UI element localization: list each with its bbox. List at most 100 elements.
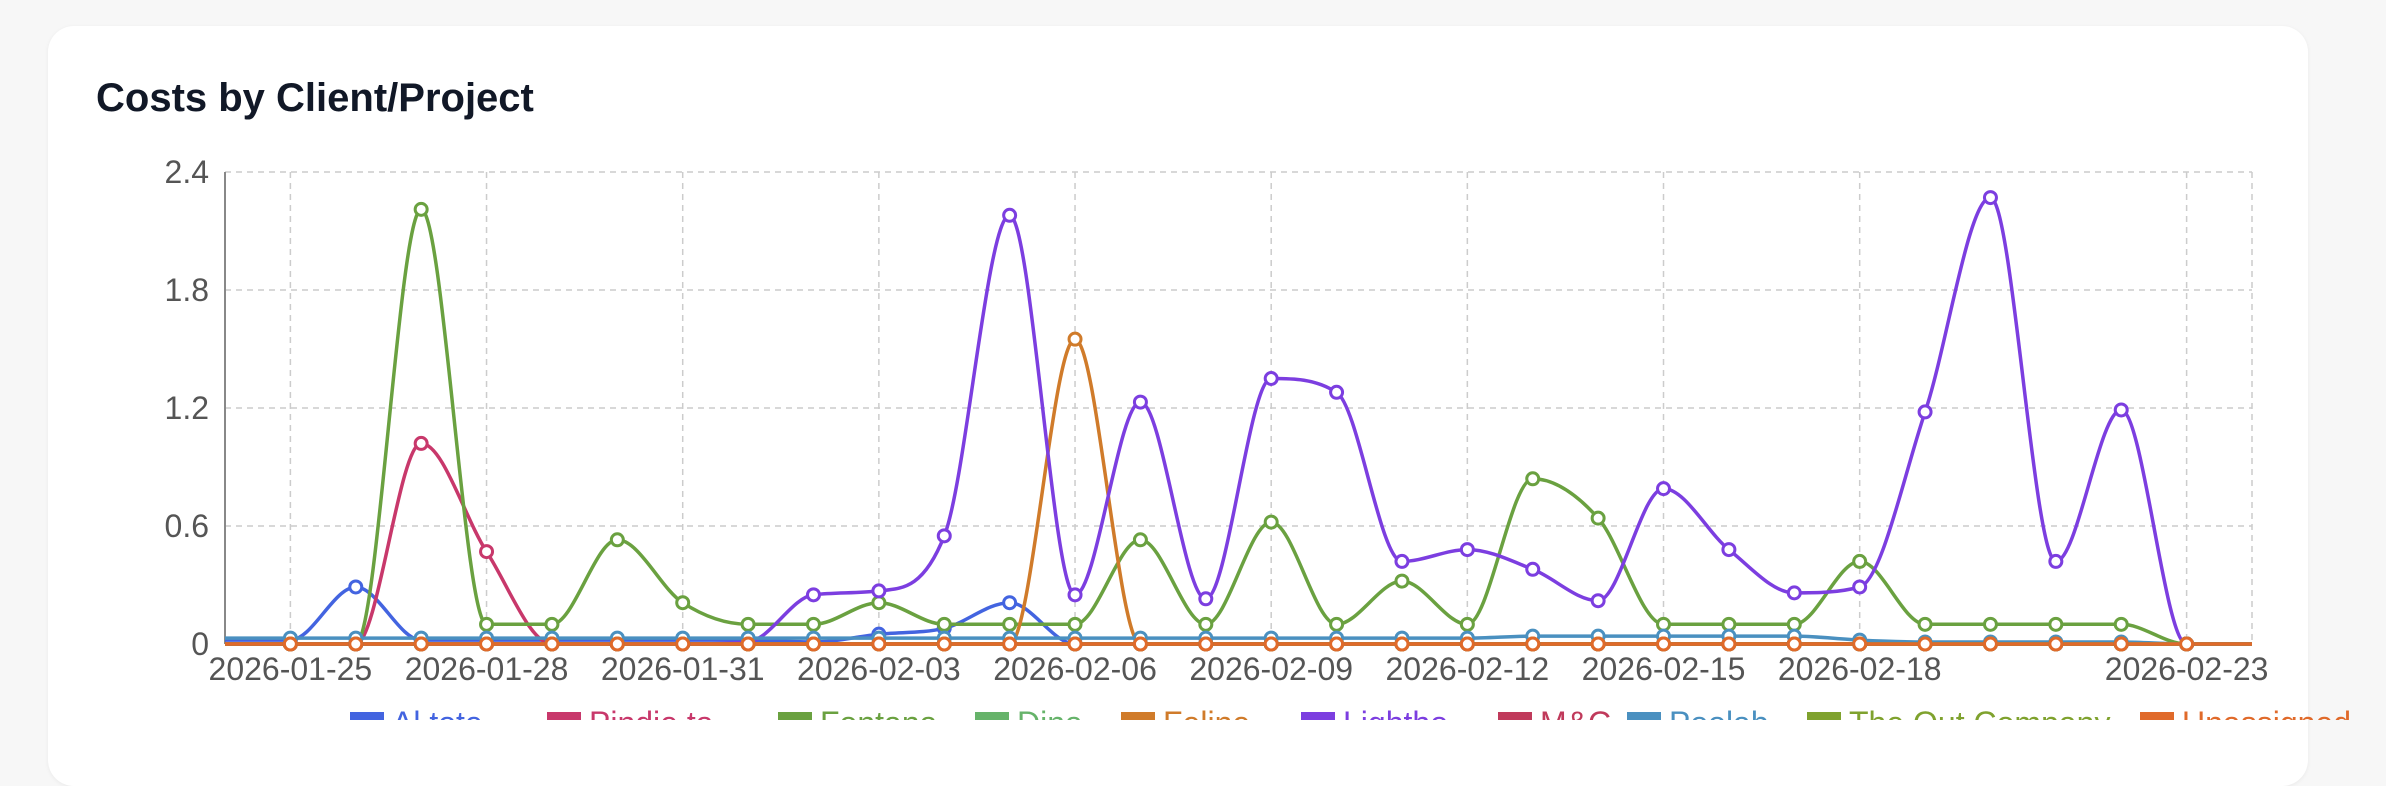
legend: Al tote Pindie ta Fontana Dina Feline Lightho… — [350, 705, 2351, 720]
legend-swatch — [350, 712, 384, 720]
data-point — [544, 636, 560, 652]
data-point — [805, 636, 821, 652]
data-point — [1786, 585, 1802, 601]
legend-swatch — [1807, 712, 1841, 720]
y-tick-label: 0 — [191, 626, 209, 662]
x-tick-label: 2026-01-28 — [405, 651, 569, 687]
data-point — [805, 587, 821, 603]
data-point — [1002, 636, 1018, 652]
data-point — [1982, 190, 1998, 206]
data-point — [1459, 542, 1475, 558]
data-point — [1982, 616, 1998, 632]
data-point — [1656, 481, 1672, 497]
data-point — [1525, 471, 1541, 487]
chart-card: Costs by Client/Project — [48, 26, 2308, 786]
series-line-0 — [224, 585, 2252, 646]
data-point — [609, 532, 625, 548]
legend-entry: Fontana — [820, 705, 938, 720]
x-tick-label: 2026-02-18 — [1778, 651, 1942, 687]
data-point — [413, 636, 429, 652]
data-point — [1721, 636, 1737, 652]
data-point — [479, 616, 495, 632]
data-point — [413, 201, 429, 217]
data-point — [413, 435, 429, 451]
legend-swatch — [1627, 712, 1661, 720]
data-point — [1786, 636, 1802, 652]
data-point — [1067, 616, 1083, 632]
data-point — [1721, 542, 1737, 558]
x-tick-label: 2026-02-12 — [1386, 651, 1550, 687]
data-point — [2179, 636, 2195, 652]
data-point — [1525, 636, 1541, 652]
legend-entry: The Out Company — [1849, 705, 2110, 720]
data-point — [936, 616, 952, 632]
data-point — [1394, 573, 1410, 589]
data-point — [1459, 616, 1475, 632]
data-point — [2048, 616, 2064, 632]
x-tick-label: 2026-02-03 — [797, 651, 961, 687]
data-point — [1721, 616, 1737, 632]
series-line-2 — [225, 207, 2252, 646]
legend-swatch — [1301, 712, 1335, 720]
data-point — [1852, 636, 1868, 652]
data-point — [1198, 591, 1214, 607]
data-point — [1982, 636, 1998, 652]
data-point — [1002, 616, 1018, 632]
line-chart: 0 0.6 1.2 1.8 2.4 2026-01-25 2026-01-28 2026-01… — [165, 154, 2351, 720]
data-point — [1590, 636, 1606, 652]
data-point — [479, 544, 495, 560]
series-markers — [282, 190, 2195, 652]
series-lines — [224, 195, 2252, 646]
series-line-1 — [225, 441, 2252, 646]
data-point — [1002, 207, 1018, 223]
x-tick-label: 2026-02-15 — [1582, 651, 1746, 687]
legend-swatch — [975, 712, 1009, 720]
y-tick-label: 2.4 — [165, 154, 209, 190]
data-point — [871, 595, 887, 611]
data-point — [740, 616, 756, 632]
data-point — [1329, 616, 1345, 632]
x-tick-label: 2026-01-31 — [601, 651, 765, 687]
data-point — [1917, 616, 1933, 632]
legend-swatch — [1121, 712, 1155, 720]
data-point — [1198, 636, 1214, 652]
legend-swatch — [1498, 712, 1532, 720]
data-point — [1852, 553, 1868, 569]
data-point — [1329, 636, 1345, 652]
data-point — [675, 595, 691, 611]
data-point — [1917, 636, 1933, 652]
data-point — [1198, 616, 1214, 632]
data-point — [1590, 510, 1606, 526]
data-point — [1132, 532, 1148, 548]
x-tick-label: 2026-02-23 — [2105, 651, 2269, 687]
data-point — [1852, 579, 1868, 595]
data-point — [1394, 636, 1410, 652]
y-tick-label: 1.2 — [165, 390, 209, 426]
legend-swatch — [778, 712, 812, 720]
data-point — [1786, 616, 1802, 632]
data-point — [936, 636, 952, 652]
legend-entry: Feline — [1163, 705, 1250, 720]
data-point — [1329, 384, 1345, 400]
data-point — [282, 636, 298, 652]
data-point — [1002, 595, 1018, 611]
data-point — [2113, 402, 2129, 418]
data-point — [544, 616, 560, 632]
legend-entry: Poolab — [1669, 705, 1769, 720]
legend-entry: Al tote — [392, 705, 483, 720]
card-title: Costs by Client/Project — [96, 76, 534, 120]
data-point — [2048, 636, 2064, 652]
data-point — [2048, 553, 2064, 569]
legend-entry: Dina — [1017, 705, 1083, 720]
data-point — [479, 636, 495, 652]
legend-entry: M&C — [1540, 705, 1611, 720]
data-point — [675, 636, 691, 652]
x-tick-label: 2026-02-09 — [1189, 651, 1353, 687]
data-point — [1067, 331, 1083, 347]
data-point — [1263, 371, 1279, 386]
data-point — [871, 583, 887, 599]
data-point — [1067, 636, 1083, 652]
x-tick-label: 2026-02-06 — [993, 651, 1157, 687]
data-point — [740, 636, 756, 652]
data-point — [805, 616, 821, 632]
